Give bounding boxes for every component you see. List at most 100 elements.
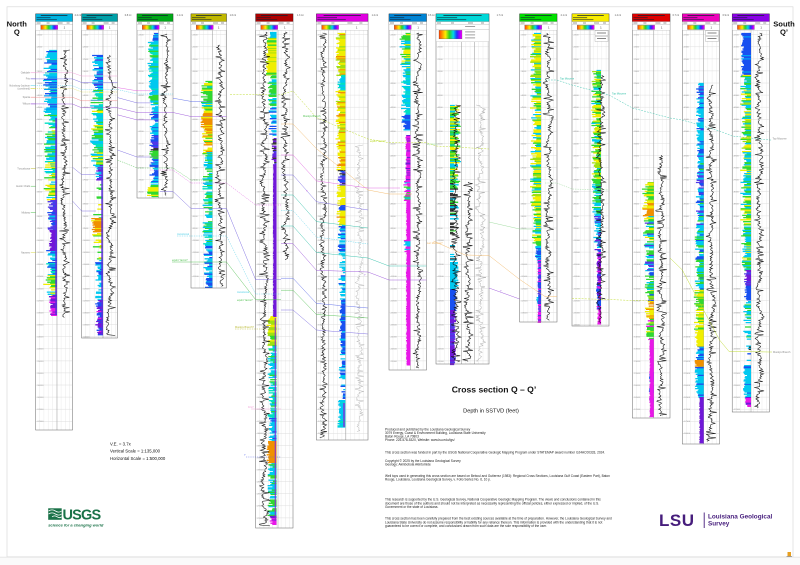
svg-text:-8500: -8500 xyxy=(633,204,639,206)
svg-text:-6000: -6000 xyxy=(573,143,579,145)
svg-text:Cross section Q – Q’: Cross section Q – Q’ xyxy=(452,385,537,395)
svg-text:-13500: -13500 xyxy=(573,325,581,327)
svg-text:Baton Rouge, LA 70803: Baton Rouge, LA 70803 xyxy=(385,435,419,439)
svg-text:-2500: -2500 xyxy=(573,59,579,61)
svg-text:-12500: -12500 xyxy=(390,300,398,302)
svg-text:-10000: -10000 xyxy=(257,240,265,242)
svg-text:-10000: -10000 xyxy=(83,240,91,242)
svg-text:-12500: -12500 xyxy=(83,300,91,302)
svg-text:Lwr Miocene?: Lwr Miocene? xyxy=(427,242,443,245)
svg-text:Sparta: Sparta xyxy=(23,96,31,99)
svg-text:0.8 mi: 0.8 mi xyxy=(125,14,132,17)
svg-text:-2000: -2000 xyxy=(437,47,443,49)
svg-text:-1500: -1500 xyxy=(683,35,689,37)
svg-text:-11000: -11000 xyxy=(633,264,640,266)
svg-text:-6500: -6500 xyxy=(317,155,323,157)
svg-text:-16500: -16500 xyxy=(37,397,45,399)
svg-text:Top Miocene: Top Miocene xyxy=(560,78,575,81)
svg-text:-9000: -9000 xyxy=(633,216,639,218)
svg-text:-2000: -2000 xyxy=(37,47,43,49)
svg-text:-11000: -11000 xyxy=(390,264,397,266)
svg-text:-5000: -5000 xyxy=(317,119,323,121)
svg-text:-2000: -2000 xyxy=(192,47,198,49)
svg-text:-13500: -13500 xyxy=(633,325,641,327)
svg-text:-13000: -13000 xyxy=(257,312,265,314)
svg-text:-12000: -12000 xyxy=(437,288,445,290)
svg-text:-8000: -8000 xyxy=(633,192,639,194)
svg-text:South: South xyxy=(773,19,795,28)
svg-text:-12500: -12500 xyxy=(683,300,691,302)
svg-text:-2000: -2000 xyxy=(633,47,639,49)
svg-text:-8500: -8500 xyxy=(521,204,527,206)
svg-text:-4000: -4000 xyxy=(521,95,527,97)
svg-text:-6500: -6500 xyxy=(390,155,396,157)
svg-text:-11500: -11500 xyxy=(257,276,264,278)
svg-text:-9500: -9500 xyxy=(83,228,89,230)
svg-text:-16000: -16000 xyxy=(733,385,741,387)
svg-text:-11500: -11500 xyxy=(733,276,740,278)
svg-text:-6500: -6500 xyxy=(521,155,527,157)
svg-text:-7000: -7000 xyxy=(192,168,198,170)
svg-text:-15500: -15500 xyxy=(317,373,325,375)
svg-text:-9000: -9000 xyxy=(573,216,579,218)
svg-text:-6500: -6500 xyxy=(138,155,144,157)
svg-text:guaranteed to be correct or co: guaranteed to be correct or complete, an… xyxy=(385,524,547,528)
svg-text:-3500: -3500 xyxy=(683,83,689,85)
svg-text:-15000: -15000 xyxy=(733,361,741,363)
svg-text:-10500: -10500 xyxy=(521,252,529,254)
svg-text:-5500: -5500 xyxy=(633,131,639,133)
svg-text:-14000: -14000 xyxy=(683,337,691,339)
svg-text:-15500: -15500 xyxy=(683,373,691,375)
svg-text:-2000: -2000 xyxy=(83,47,89,49)
svg-text:-15500: -15500 xyxy=(37,373,45,375)
svg-text:-1500: -1500 xyxy=(37,35,43,37)
svg-text:-7500: -7500 xyxy=(683,180,689,182)
svg-text:-9500: -9500 xyxy=(683,228,689,230)
svg-text:-9000: -9000 xyxy=(521,216,527,218)
svg-text:-10000: -10000 xyxy=(437,240,445,242)
svg-text:-14500: -14500 xyxy=(257,349,265,351)
svg-text:-5500: -5500 xyxy=(437,131,443,133)
svg-text:V.E. = 3.7x: V.E. = 3.7x xyxy=(110,441,132,446)
svg-text:-9500: -9500 xyxy=(573,228,579,230)
svg-text:Moodys Branch: Moodys Branch xyxy=(303,115,321,118)
svg-text:-17500: -17500 xyxy=(317,421,325,423)
svg-text:-15000: -15000 xyxy=(37,361,45,363)
svg-text:-1500: -1500 xyxy=(83,35,89,37)
svg-text:-4000: -4000 xyxy=(733,95,739,97)
svg-text:1: 1 xyxy=(760,26,762,30)
svg-text:-6000: -6000 xyxy=(390,143,396,145)
svg-text:-4500: -4500 xyxy=(437,107,443,109)
svg-text:-3000: -3000 xyxy=(733,71,739,73)
svg-text:eqvlnt Yazoo?: eqvlnt Yazoo? xyxy=(370,140,386,143)
svg-text:-10500: -10500 xyxy=(633,252,641,254)
svg-text:-9000: -9000 xyxy=(257,216,263,218)
svg-text:-2500: -2500 xyxy=(437,59,443,61)
svg-text:-9000: -9000 xyxy=(192,216,198,218)
svg-text:-5000: -5000 xyxy=(257,119,263,121)
svg-text:-7000: -7000 xyxy=(633,168,639,170)
svg-text:-11500: -11500 xyxy=(683,276,690,278)
svg-text:Oakdale: Oakdale xyxy=(21,72,31,75)
svg-text:-3000: -3000 xyxy=(573,71,579,73)
svg-text:-4500: -4500 xyxy=(390,107,396,109)
svg-text:-2500: -2500 xyxy=(37,59,43,61)
svg-text:1: 1 xyxy=(218,26,220,30)
svg-text:-5000: -5000 xyxy=(521,119,527,121)
svg-text:-21000: -21000 xyxy=(257,506,265,508)
svg-text:-8500: -8500 xyxy=(390,204,396,206)
svg-text:-5500: -5500 xyxy=(138,131,144,133)
svg-text:-2000: -2000 xyxy=(733,47,739,49)
svg-text:-8000: -8000 xyxy=(521,192,527,194)
svg-text:-4000: -4000 xyxy=(317,95,323,97)
svg-text:-1500: -1500 xyxy=(138,35,144,37)
svg-text:-5500: -5500 xyxy=(733,131,739,133)
svg-text:-10000: -10000 xyxy=(573,240,581,242)
svg-text:-5500: -5500 xyxy=(390,131,396,133)
svg-text:-7500: -7500 xyxy=(83,180,89,182)
svg-text:-7500: -7500 xyxy=(733,180,739,182)
svg-text:-5000: -5000 xyxy=(83,119,89,121)
svg-text:science for a changing world: science for a changing world xyxy=(48,523,104,528)
svg-text:-13000: -13000 xyxy=(390,312,398,314)
svg-text:-15000: -15000 xyxy=(317,361,325,363)
